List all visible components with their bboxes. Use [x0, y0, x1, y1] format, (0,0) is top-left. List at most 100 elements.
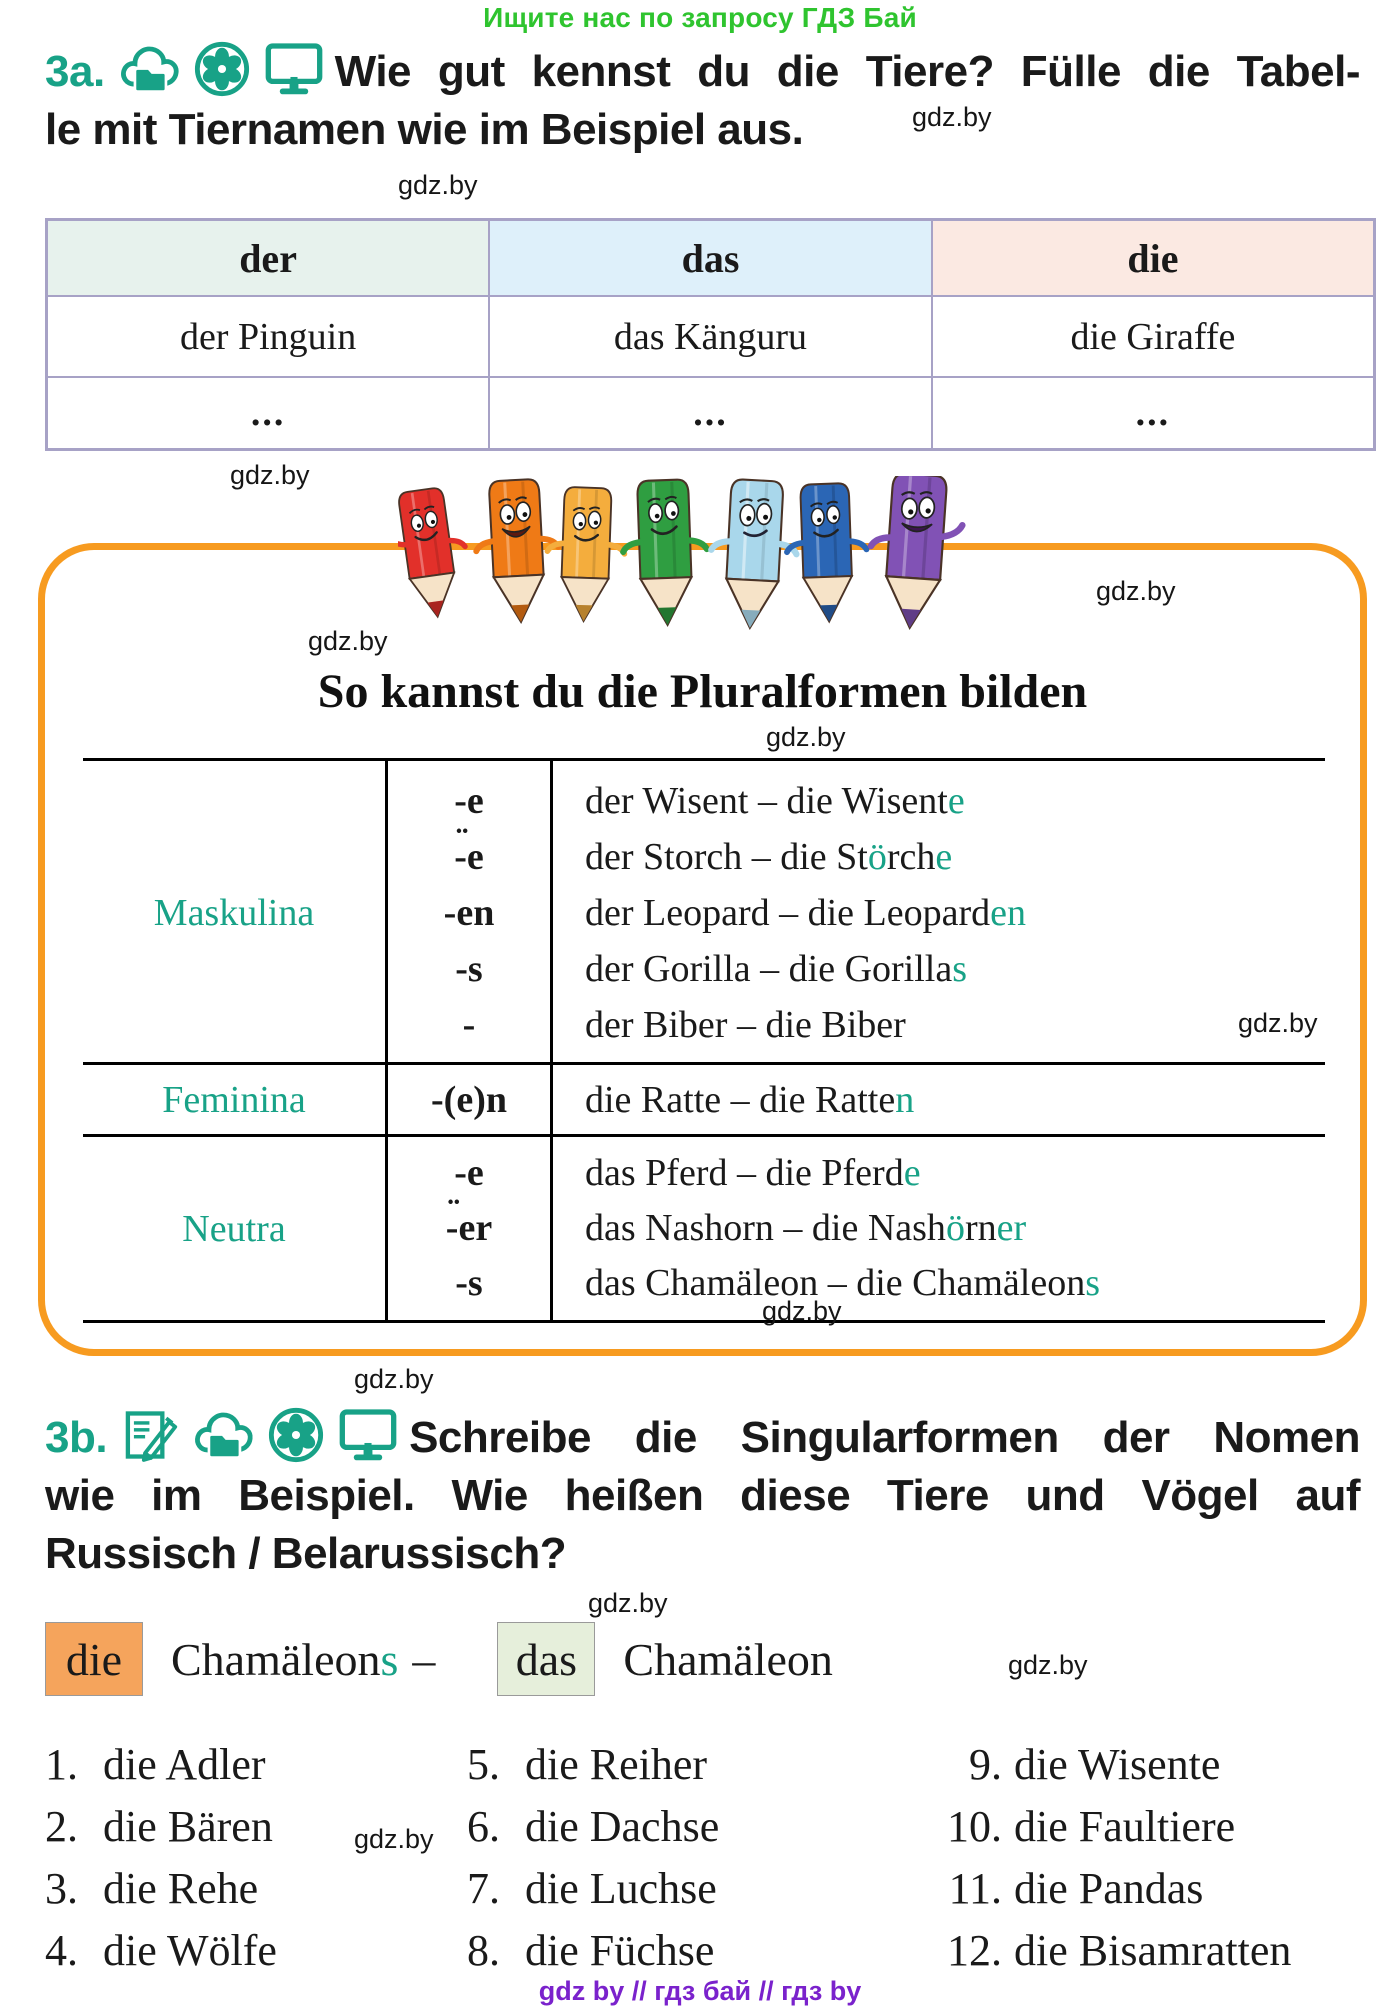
promo-banner: Ищите нас по запросу ГДЗ Бай [483, 2, 917, 33]
list-item: 10. die Faultiere [922, 1796, 1377, 1858]
task-3b-line2: wie im Beispiel. Wie heißen diese Tiere … [45, 1467, 1361, 1525]
plural-ending-highlight: ö [867, 836, 887, 878]
pencil-green [620, 478, 710, 628]
plural-ending-highlight: s [1085, 1262, 1100, 1304]
plural-ending-highlight: er [996, 1207, 1027, 1249]
plural-example-text: der Leopard – die Leopard [585, 892, 991, 934]
list-item-text: die Rehe [103, 1864, 259, 1913]
plural-example-text: rch [886, 836, 936, 878]
list-item-number: 8. [467, 1926, 500, 1975]
plural-example-text: die Ratte – die Ratte [585, 1078, 896, 1121]
plural-box-title: So kannst du die Pluralformen bilden [317, 665, 1088, 718]
watermark: gdz.by [766, 722, 846, 752]
watermark: gdz.by [308, 626, 388, 656]
article-table: der das die der Pinguin das Känguru die … [45, 218, 1376, 451]
ending: -(e)n [431, 1078, 507, 1121]
animal-list-col1: 1. die Adler 2. die Bären 3. die Rehe 4. die… [45, 1734, 467, 1982]
watermark: gdz.by [398, 170, 478, 200]
list-item-number: 2. [45, 1802, 78, 1851]
cell-der-example: der Pinguin [45, 295, 491, 378]
article-table-example-row: der Pinguin das Känguru die Giraffe [45, 295, 1376, 378]
plural-ending-highlight: e [903, 1152, 921, 1194]
article-die-box: die [45, 1622, 143, 1696]
task-3b-text3: Russisch / Belarussisch? [45, 1529, 567, 1578]
endings-neutra: -e ¨-er -s [388, 1137, 553, 1320]
endings-maskulina: -e ¨-e -en -s - [388, 761, 553, 1062]
plural-table: Maskulina -e ¨-e -en -s - der Wisent – d… [83, 758, 1325, 1323]
cell-das-dots: ... [488, 376, 933, 451]
plural-ending-highlight: en [990, 892, 1027, 934]
plural-example: der Biber – die Biber [585, 997, 1325, 1053]
ending: ¨-er [445, 1191, 493, 1249]
header-cell-das: das [488, 218, 933, 297]
plural-group-maskulina: Maskulina -e ¨-e -en -s - der Wisent – d… [83, 758, 1325, 1062]
pencils-illustration [398, 476, 966, 631]
group-label-maskulina: Maskulina [83, 761, 388, 1062]
plural-example-text: das Chamäleon – die Chamäleon [585, 1262, 1086, 1304]
plural-ending-highlight: ö [945, 1207, 965, 1249]
list-item-number: 11. [948, 1864, 1002, 1913]
list-item-number: 3. [45, 1864, 78, 1913]
ending: -s [455, 1262, 483, 1304]
flower-icon [191, 40, 253, 98]
plural-example: die Ratte – die Ratten [585, 1078, 1325, 1122]
pencil-yellow [544, 486, 628, 624]
plural-example: der Storch – die Störche [585, 829, 1325, 885]
ending: -en [443, 892, 495, 934]
plural-example-text: der Wisent – die Wisent [585, 780, 948, 822]
task-3a-text1: Wie gut kennst du die Tiere? Fülle die T… [334, 47, 1361, 96]
list-item: 2. die Bären [45, 1796, 467, 1858]
plural-example-text: der Storch – die St [585, 836, 868, 878]
pencil-red [398, 487, 468, 619]
task-3a-line1: 3a. Wie gut kennst du die Tiere? Fülle di… [45, 40, 1361, 101]
list-item: 6. die Dachse [467, 1796, 922, 1858]
plural-ending-highlight: e [935, 836, 953, 878]
plural-example-text: rn [964, 1207, 997, 1249]
pen-paper-icon [121, 1406, 183, 1464]
list-item-text: die Faultiere [1014, 1802, 1236, 1851]
list-item-text: die Wölfe [103, 1926, 277, 1975]
list-item-text: die Reiher [525, 1740, 708, 1789]
list-item-number: 9. [969, 1740, 1002, 1789]
task-3a-text2: le mit Tiernamen wie im Beispiel aus. [45, 105, 804, 154]
article-das-box: das [497, 1622, 596, 1696]
plural-example: das Chamäleon – die Chamäleons [585, 1256, 1325, 1311]
task-3b-line3: Russisch / Belarussisch? [45, 1525, 1360, 1583]
cell-der-dots: ... [45, 376, 491, 451]
list-item-text: die Bisamratten [1014, 1926, 1292, 1975]
list-item-number: 1. [45, 1740, 78, 1789]
list-item: 9. die Wisente [922, 1734, 1377, 1796]
plural-example-text: der Biber – die Biber [585, 1004, 906, 1046]
examples-feminina: die Ratte – die Ratten [553, 1065, 1325, 1134]
examples-neutra: das Pferd – die Pferde das Nashorn – die… [553, 1137, 1325, 1320]
pencil-blue [784, 482, 870, 624]
task-3b-line1: 3b. Schreibe die Singularformen der Nomen [45, 1406, 1360, 1467]
plural-group-feminina: Feminina -(e)n die Ratte – die Ratten [83, 1062, 1325, 1134]
article-table-empty-row: ... ... ... [45, 376, 1376, 451]
flower-icon [265, 1406, 327, 1464]
singular-example-row: die Chamäleons – das Chamäleon [45, 1620, 833, 1698]
plural-ending-highlight: s [952, 948, 968, 990]
cell-die-example: die Giraffe [930, 295, 1376, 378]
plural-ending-highlight: s [380, 1633, 399, 1685]
list-item: 8. die Füchse [467, 1920, 922, 1982]
watermark: gdz.by [912, 102, 992, 132]
plural-ending-highlight: n [895, 1078, 915, 1121]
pencil-lightblue [708, 478, 800, 631]
list-item-text: die Pandas [1014, 1864, 1204, 1913]
plural-group-neutra: Neutra -e ¨-er -s das Pferd – die Pferde… [83, 1134, 1325, 1323]
list-item: 12. die Bisamratten [922, 1920, 1377, 1982]
animal-list: 1. die Adler 2. die Bären 3. die Rehe 4. die… [45, 1734, 1377, 1982]
plural-example: der Leopard – die Leoparden [585, 885, 1325, 941]
list-item: 7. die Luchse [467, 1858, 922, 1920]
list-item-text: die Adler [103, 1740, 266, 1789]
list-item-text: die Wisente [1014, 1740, 1221, 1789]
monitor-icon [263, 40, 325, 98]
plural-example: der Wisent – die Wisente [585, 773, 1325, 829]
task-3b-heading: 3b. Schreibe die Singularformen der Nomen… [45, 1406, 1361, 1583]
ending: -e [454, 1152, 484, 1194]
singular-word: Chamäleon [623, 1633, 833, 1685]
group-label-feminina: Feminina [83, 1065, 388, 1134]
list-item-number: 12. [947, 1926, 1002, 1975]
